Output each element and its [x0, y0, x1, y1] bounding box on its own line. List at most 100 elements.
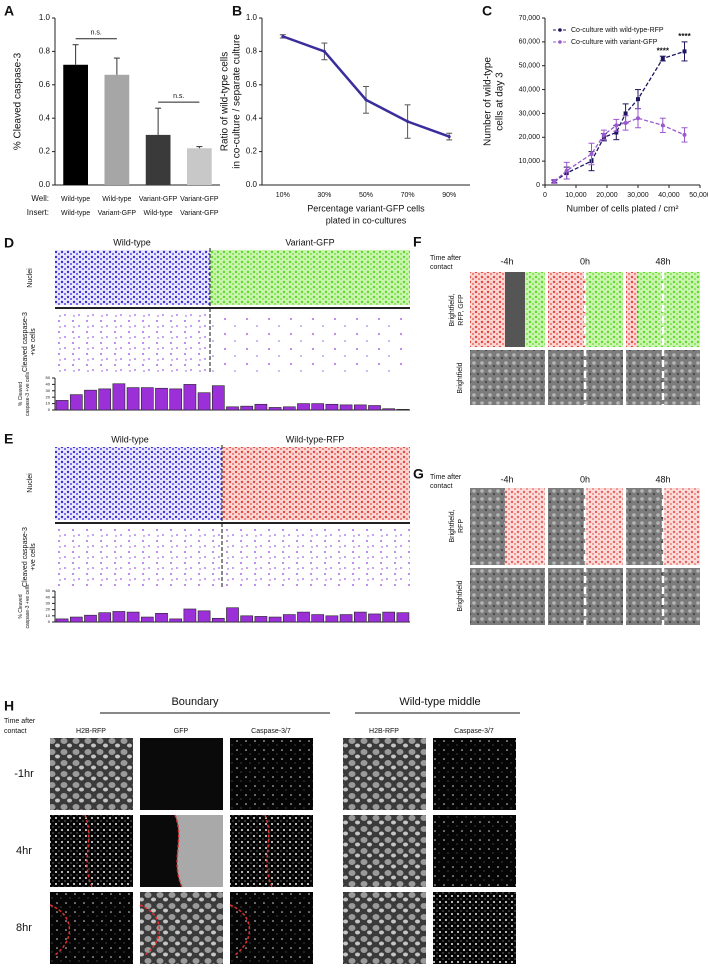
x-tick-label: 30% — [317, 192, 331, 199]
annotation: **** — [678, 32, 691, 41]
bar — [368, 613, 381, 623]
row-label: Well: — [31, 194, 49, 203]
bar — [254, 403, 268, 411]
column-header: Wild-type — [111, 434, 149, 444]
x-axis-label: Number of cells plated / cm² — [566, 203, 678, 213]
bar — [325, 615, 339, 623]
group-label: Wild-type middle — [399, 696, 480, 708]
time-label: -4h — [500, 474, 513, 484]
row-label: Brightfield — [457, 362, 464, 393]
y-tick-label: 0.6 — [39, 80, 51, 89]
y-tick-label: 10,000 — [519, 158, 541, 165]
bar — [339, 404, 353, 411]
bar — [211, 617, 225, 623]
annotation: n.s. — [173, 93, 184, 100]
caspase-image — [55, 312, 210, 372]
row-label: +ve cells — [30, 543, 37, 571]
y-tick-label: 10 — [46, 401, 51, 406]
y-axis-label: caspase-3 +ve cells — [25, 371, 31, 416]
point — [614, 130, 619, 135]
bar — [368, 405, 381, 411]
bar — [126, 387, 140, 411]
bar — [382, 408, 396, 411]
point — [552, 179, 557, 184]
y-tick-label: 70,000 — [519, 15, 541, 22]
bar — [197, 610, 211, 623]
y-tick-label: 0.8 — [246, 47, 258, 56]
bar — [240, 405, 254, 411]
bar — [353, 404, 367, 411]
bar — [169, 388, 183, 411]
bar — [339, 614, 353, 623]
error-bar — [113, 57, 120, 75]
row-header: Time after — [430, 255, 462, 262]
y-tick-label: 0.2 — [246, 147, 258, 156]
bar — [183, 384, 197, 411]
point — [322, 49, 326, 53]
y-tick-label: 0.0 — [246, 180, 258, 189]
legend-label: Co-culture with wild-type-RFP — [571, 27, 664, 34]
row-label: Brightfield — [457, 580, 464, 611]
panel-letter: A — [4, 3, 14, 19]
x-tick-label: Variant-GFP — [180, 196, 219, 203]
row-label: +ve cells — [30, 328, 37, 356]
x-tick-label: Variant-GFP — [98, 210, 137, 217]
y-axis-label: % Cleaved — [18, 382, 24, 406]
error-bar — [155, 107, 162, 135]
nuclei-image — [55, 447, 222, 520]
column-header: Wild-type-RFP — [286, 434, 345, 444]
x-tick-label: Wild-type — [61, 196, 90, 203]
y-tick-label: 0.2 — [39, 147, 51, 156]
y-tick-label: 1.0 — [39, 13, 51, 22]
column-header: Variant-GFP — [285, 237, 334, 247]
y-axis-label: cells at day 3 — [495, 72, 506, 131]
time-label: 0h — [580, 474, 590, 484]
annotation: **** — [657, 46, 670, 55]
x-tick-label: 70% — [401, 192, 415, 199]
x-tick-label: 30,000 — [627, 192, 649, 199]
y-tick-label: 1.0 — [246, 13, 258, 22]
y-tick-label: 30 — [46, 388, 51, 393]
point — [660, 56, 665, 61]
y-tick-label: 10 — [46, 613, 51, 618]
x-tick-label: 20,000 — [596, 192, 618, 199]
x-axis-label: Percentage variant-GFP cells — [307, 203, 425, 213]
bar — [382, 611, 396, 623]
bar — [55, 400, 69, 411]
point — [636, 116, 640, 121]
point — [406, 120, 410, 124]
point — [447, 135, 451, 139]
x-tick-label: Wild-type — [61, 210, 90, 217]
bar — [311, 403, 325, 411]
time-label: 48h — [655, 474, 670, 484]
time-label: 0h — [580, 256, 590, 266]
bar — [98, 612, 112, 623]
x-tick-label: Wild-type — [144, 210, 173, 217]
y-axis-label: % Cleaved caspase-3 — [13, 52, 24, 150]
nuclei-image — [210, 250, 410, 305]
row-header: Time after — [430, 474, 462, 481]
y-tick-label: 50 — [46, 588, 51, 593]
group-label: Boundary — [171, 696, 219, 708]
x-tick-label: Variant-GFP — [139, 196, 178, 203]
y-axis-label: caspase-3 +ve cells — [25, 584, 31, 629]
row-label: Insert: — [27, 208, 49, 217]
y-tick-label: 0.4 — [39, 113, 51, 122]
x-tick-label: 50% — [359, 192, 373, 199]
point — [623, 120, 628, 125]
y-tick-label: 20 — [46, 394, 51, 399]
row-header: contact — [430, 264, 453, 271]
bar — [140, 387, 154, 411]
bar — [325, 403, 339, 411]
panel-letter: E — [4, 431, 13, 447]
bar — [69, 616, 83, 623]
y-tick-label: 0 — [536, 182, 540, 189]
bar — [112, 611, 126, 623]
row-header: contact — [4, 728, 27, 735]
error-bar — [196, 146, 203, 149]
row-header: Time after — [4, 718, 36, 725]
bar — [84, 389, 97, 411]
y-tick-label: 40 — [46, 381, 51, 386]
panel-letter: H — [4, 698, 14, 714]
bar — [197, 392, 211, 411]
